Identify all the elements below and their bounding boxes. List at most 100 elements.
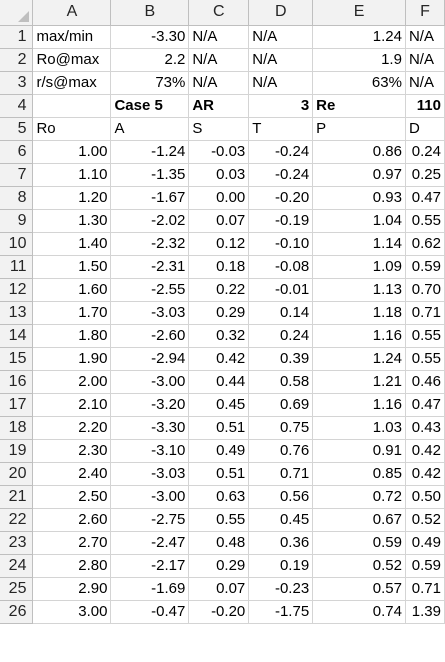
cell-b17[interactable]: -3.20 (110, 393, 190, 417)
cell-f2[interactable]: N/A (405, 48, 445, 72)
cell-f13[interactable]: 0.71 (405, 301, 445, 325)
cell-d2[interactable]: N/A (248, 48, 314, 72)
cell-c10[interactable]: 0.12 (188, 232, 250, 256)
cell-b7[interactable]: -1.35 (110, 163, 190, 187)
cell-f17[interactable]: 0.47 (405, 393, 445, 417)
cell-e5[interactable]: P (312, 117, 406, 141)
cell-a15[interactable]: 1.90 (32, 347, 112, 371)
cell-d17[interactable]: 0.69 (248, 393, 314, 417)
cell-e7[interactable]: 0.97 (312, 163, 406, 187)
row-header[interactable]: 9 (0, 209, 34, 233)
cell-c25[interactable]: 0.07 (188, 577, 250, 601)
cell-e23[interactable]: 0.59 (312, 531, 406, 555)
row-header[interactable]: 16 (0, 370, 34, 394)
row-header[interactable]: 24 (0, 554, 34, 578)
cell-d14[interactable]: 0.24 (248, 324, 314, 348)
cell-e16[interactable]: 1.21 (312, 370, 406, 394)
row-header[interactable]: 1 (0, 25, 34, 49)
cell-e4[interactable]: Re (312, 94, 406, 118)
cell-a8[interactable]: 1.20 (32, 186, 112, 210)
cell-c24[interactable]: 0.29 (188, 554, 250, 578)
cell-e1[interactable]: 1.24 (312, 25, 406, 49)
cell-d19[interactable]: 0.76 (248, 439, 314, 463)
cell-b18[interactable]: -3.30 (110, 416, 190, 440)
cell-d21[interactable]: 0.56 (248, 485, 314, 509)
select-all-corner[interactable] (0, 0, 34, 26)
cell-d6[interactable]: -0.24 (248, 140, 314, 164)
cell-a9[interactable]: 1.30 (32, 209, 112, 233)
row-header[interactable]: 19 (0, 439, 34, 463)
cell-b2[interactable]: 2.2 (110, 48, 190, 72)
cell-d12[interactable]: -0.01 (248, 278, 314, 302)
cell-e10[interactable]: 1.14 (312, 232, 406, 256)
cell-b13[interactable]: -3.03 (110, 301, 190, 325)
cell-f7[interactable]: 0.25 (405, 163, 445, 187)
cell-b1[interactable]: -3.30 (110, 25, 190, 49)
cell-c14[interactable]: 0.32 (188, 324, 250, 348)
cell-d13[interactable]: 0.14 (248, 301, 314, 325)
cell-c15[interactable]: 0.42 (188, 347, 250, 371)
cell-d10[interactable]: -0.10 (248, 232, 314, 256)
row-header[interactable]: 25 (0, 577, 34, 601)
cell-a16[interactable]: 2.00 (32, 370, 112, 394)
cell-e3[interactable]: 63% (312, 71, 406, 95)
cell-d16[interactable]: 0.58 (248, 370, 314, 394)
cell-d5[interactable]: T (248, 117, 314, 141)
cell-e18[interactable]: 1.03 (312, 416, 406, 440)
row-header[interactable]: 20 (0, 462, 34, 486)
cell-b10[interactable]: -2.32 (110, 232, 190, 256)
cell-c20[interactable]: 0.51 (188, 462, 250, 486)
cell-a17[interactable]: 2.10 (32, 393, 112, 417)
cell-d22[interactable]: 0.45 (248, 508, 314, 532)
cell-b14[interactable]: -2.60 (110, 324, 190, 348)
cell-a20[interactable]: 2.40 (32, 462, 112, 486)
cell-d1[interactable]: N/A (248, 25, 314, 49)
row-header[interactable]: 8 (0, 186, 34, 210)
cell-b11[interactable]: -2.31 (110, 255, 190, 279)
cell-d4[interactable]: 3 (248, 94, 314, 118)
cell-b6[interactable]: -1.24 (110, 140, 190, 164)
cell-b26[interactable]: -0.47 (110, 600, 190, 624)
cell-a24[interactable]: 2.80 (32, 554, 112, 578)
cell-d24[interactable]: 0.19 (248, 554, 314, 578)
cell-b21[interactable]: -3.00 (110, 485, 190, 509)
cell-d3[interactable]: N/A (248, 71, 314, 95)
cell-e17[interactable]: 1.16 (312, 393, 406, 417)
cell-d8[interactable]: -0.20 (248, 186, 314, 210)
cell-d9[interactable]: -0.19 (248, 209, 314, 233)
cell-a18[interactable]: 2.20 (32, 416, 112, 440)
cell-a3[interactable]: r/s@max (32, 71, 112, 95)
cell-e13[interactable]: 1.18 (312, 301, 406, 325)
row-header[interactable]: 23 (0, 531, 34, 555)
cell-f16[interactable]: 0.46 (405, 370, 445, 394)
cell-f24[interactable]: 0.59 (405, 554, 445, 578)
cell-f8[interactable]: 0.47 (405, 186, 445, 210)
cell-c6[interactable]: -0.03 (188, 140, 250, 164)
row-header[interactable]: 14 (0, 324, 34, 348)
row-header[interactable]: 17 (0, 393, 34, 417)
cell-b25[interactable]: -1.69 (110, 577, 190, 601)
cell-f10[interactable]: 0.62 (405, 232, 445, 256)
cell-e15[interactable]: 1.24 (312, 347, 406, 371)
cell-b5[interactable]: A (110, 117, 190, 141)
cell-e2[interactable]: 1.9 (312, 48, 406, 72)
cell-b22[interactable]: -2.75 (110, 508, 190, 532)
cell-f12[interactable]: 0.70 (405, 278, 445, 302)
cell-b19[interactable]: -3.10 (110, 439, 190, 463)
cell-a21[interactable]: 2.50 (32, 485, 112, 509)
row-header[interactable]: 6 (0, 140, 34, 164)
cell-c17[interactable]: 0.45 (188, 393, 250, 417)
cell-a5[interactable]: Ro (32, 117, 112, 141)
column-header-f[interactable]: F (405, 0, 445, 26)
cell-a13[interactable]: 1.70 (32, 301, 112, 325)
row-header[interactable]: 15 (0, 347, 34, 371)
cell-a2[interactable]: Ro@max (32, 48, 112, 72)
cell-f9[interactable]: 0.55 (405, 209, 445, 233)
column-header-e[interactable]: E (312, 0, 406, 26)
cell-c4[interactable]: AR (188, 94, 250, 118)
cell-f3[interactable]: N/A (405, 71, 445, 95)
row-header[interactable]: 2 (0, 48, 34, 72)
cell-a10[interactable]: 1.40 (32, 232, 112, 256)
cell-e8[interactable]: 0.93 (312, 186, 406, 210)
cell-c3[interactable]: N/A (188, 71, 250, 95)
